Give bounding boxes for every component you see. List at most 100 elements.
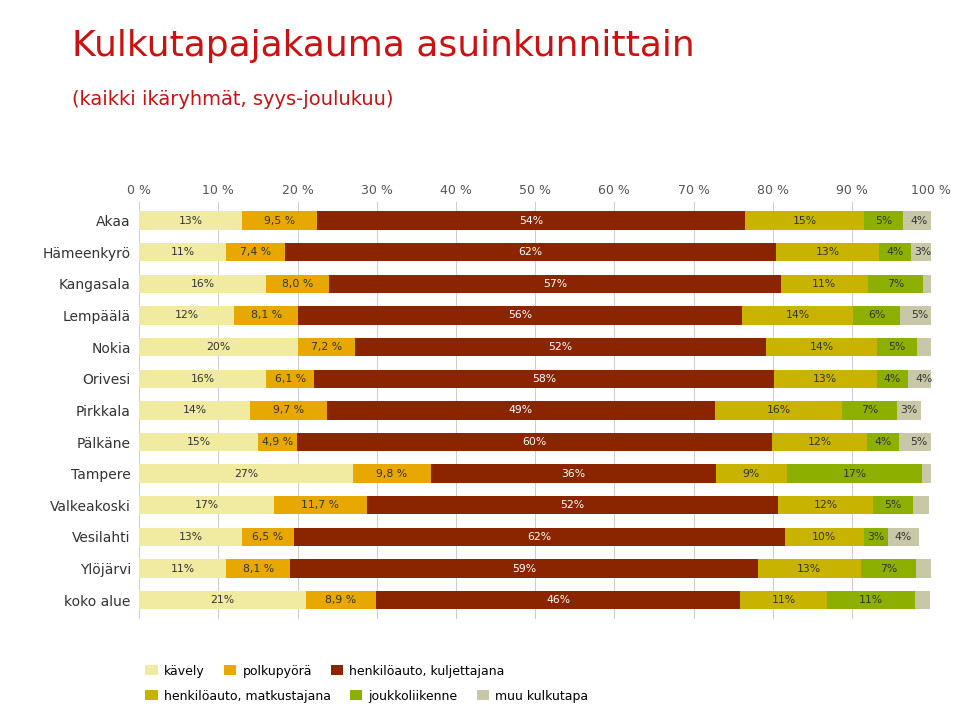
Bar <box>716 464 787 483</box>
Bar <box>742 306 852 325</box>
Bar <box>780 274 868 293</box>
Bar <box>139 338 298 356</box>
Text: 5%: 5% <box>911 310 928 320</box>
Bar <box>877 338 917 356</box>
Text: 60%: 60% <box>522 437 546 447</box>
Bar <box>234 306 299 325</box>
Text: 14%: 14% <box>785 310 809 320</box>
Text: 8,1 %: 8,1 % <box>243 564 274 574</box>
Bar <box>258 433 297 451</box>
Text: 10%: 10% <box>812 532 836 542</box>
Text: 13%: 13% <box>179 532 203 542</box>
Text: 17%: 17% <box>195 500 219 510</box>
Bar <box>787 464 922 483</box>
Bar <box>916 559 932 577</box>
Text: 52%: 52% <box>548 342 572 352</box>
Text: 11,7 %: 11,7 % <box>301 500 339 510</box>
Bar <box>376 591 740 609</box>
Bar <box>740 591 828 609</box>
Bar <box>766 338 877 356</box>
Bar <box>305 591 376 609</box>
Bar <box>367 496 779 515</box>
Text: Kulkutapajakauma asuinkunnittain: Kulkutapajakauma asuinkunnittain <box>72 29 695 63</box>
Text: 13%: 13% <box>797 564 822 574</box>
Bar <box>353 464 431 483</box>
Text: 4%: 4% <box>886 247 903 257</box>
Text: 14%: 14% <box>810 342 834 352</box>
Bar <box>139 496 274 515</box>
Bar <box>294 528 784 546</box>
Bar <box>900 306 940 325</box>
Bar <box>242 212 318 230</box>
Bar <box>898 401 921 420</box>
Text: 36%: 36% <box>562 469 586 479</box>
Text: 5%: 5% <box>889 342 906 352</box>
Bar <box>227 559 291 577</box>
Text: (kaikki ikäryhmät, syys-joulukuu): (kaikki ikäryhmät, syys-joulukuu) <box>72 90 394 109</box>
Text: 57%: 57% <box>543 279 567 289</box>
Bar <box>899 433 938 451</box>
Text: 13%: 13% <box>179 215 203 225</box>
Bar <box>274 496 367 515</box>
Text: 11%: 11% <box>171 564 195 574</box>
Text: 16%: 16% <box>190 374 215 384</box>
Text: 4%: 4% <box>875 437 892 447</box>
Text: 7,4 %: 7,4 % <box>240 247 271 257</box>
Bar <box>715 401 842 420</box>
Bar <box>903 212 935 230</box>
Text: 54%: 54% <box>519 215 543 225</box>
Bar <box>299 306 742 325</box>
Text: 16%: 16% <box>766 405 790 415</box>
Text: 3%: 3% <box>867 532 884 542</box>
Text: 9,8 %: 9,8 % <box>376 469 407 479</box>
Text: 8,0 %: 8,0 % <box>282 279 313 289</box>
Text: 14%: 14% <box>182 405 206 415</box>
Text: 7,2 %: 7,2 % <box>310 342 342 352</box>
Text: 6,1 %: 6,1 % <box>275 374 305 384</box>
Bar <box>139 591 305 609</box>
Bar <box>297 433 772 451</box>
Bar <box>876 369 908 388</box>
Bar <box>828 591 915 609</box>
Text: 4,9 %: 4,9 % <box>262 437 293 447</box>
Bar <box>864 528 888 546</box>
Bar <box>879 243 911 261</box>
Text: 12%: 12% <box>807 437 831 447</box>
Bar <box>745 212 864 230</box>
Bar <box>139 243 227 261</box>
Text: 58%: 58% <box>532 374 556 384</box>
Bar <box>431 464 716 483</box>
Text: 7%: 7% <box>861 405 878 415</box>
Bar <box>298 338 354 356</box>
Bar <box>868 274 924 293</box>
Bar <box>867 433 899 451</box>
Text: 11%: 11% <box>812 279 836 289</box>
Text: 21%: 21% <box>210 595 234 606</box>
Bar <box>139 559 227 577</box>
Bar <box>908 369 940 388</box>
Text: 4%: 4% <box>895 532 912 542</box>
Text: 11%: 11% <box>859 595 883 606</box>
Bar <box>776 243 879 261</box>
Bar <box>250 401 327 420</box>
Text: 4%: 4% <box>916 374 933 384</box>
Text: 15%: 15% <box>186 437 210 447</box>
Legend: henkilöauto, matkustajana, joukkoliikenne, muu kulkutapa: henkilöauto, matkustajana, joukkoliikenn… <box>146 690 588 703</box>
Text: 5%: 5% <box>884 500 901 510</box>
Bar <box>915 591 930 609</box>
Bar <box>329 274 780 293</box>
Text: 5%: 5% <box>910 437 927 447</box>
Bar <box>139 401 250 420</box>
Text: 4%: 4% <box>911 215 928 225</box>
Bar <box>784 528 864 546</box>
Bar <box>266 369 314 388</box>
Text: 6%: 6% <box>868 310 885 320</box>
Text: 17%: 17% <box>842 469 867 479</box>
Bar <box>139 433 258 451</box>
Text: 52%: 52% <box>561 500 585 510</box>
Bar <box>318 212 745 230</box>
Text: 20%: 20% <box>206 342 230 352</box>
Text: 11%: 11% <box>772 595 796 606</box>
Text: 62%: 62% <box>518 247 542 257</box>
Bar <box>327 401 715 420</box>
